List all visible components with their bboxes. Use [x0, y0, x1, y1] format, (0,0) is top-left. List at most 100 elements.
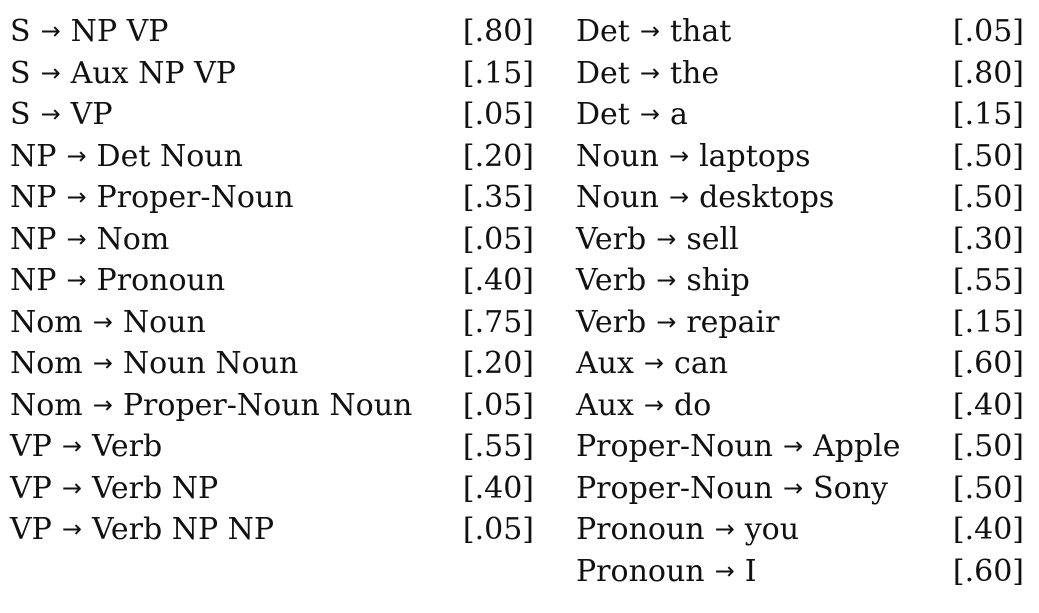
rule-rhs: Noun: [122, 304, 206, 340]
rule-lhs: Det: [576, 55, 630, 91]
rule-probability: [.60]: [952, 553, 1024, 589]
rule-rhs: a: [669, 97, 688, 132]
grammar-rule: Nom → Noun Noun [.20]: [10, 343, 534, 385]
rule-rhs: Sony: [813, 470, 888, 506]
grammar-rule: Det → the [.80]: [576, 53, 1024, 95]
rule-probability: [.80]: [952, 55, 1024, 91]
arrow-icon: →: [40, 58, 61, 87]
rule-rhs: ship: [686, 263, 750, 298]
grammar-rule: NP → Det Noun [.20]: [10, 136, 534, 178]
arrow-icon: →: [714, 556, 735, 585]
rule-lhs: Verb: [576, 221, 647, 257]
rule-lhs: NP: [10, 138, 57, 174]
grammar-rule: NP → Pronoun [.40]: [10, 260, 534, 302]
rule-lhs: VP: [10, 512, 52, 547]
grammar-rule: NP → Nom [.05]: [10, 219, 534, 261]
rule-lhs: VP: [10, 429, 52, 464]
rule-lhs: Aux: [576, 346, 634, 381]
grammar-rule: S → Aux NP VP [.15]: [10, 53, 534, 95]
rule-rhs: sell: [686, 221, 739, 257]
grammar-column-right: Det → that [.05] Det → the [.80] Det → a [.15] No…: [576, 11, 1024, 592]
grammar-rule: Verb → sell [.30]: [576, 219, 1024, 261]
rule-lhs: Aux: [576, 387, 634, 423]
arrow-icon: →: [639, 58, 660, 87]
arrow-icon: →: [66, 266, 87, 294]
grammar-rule: VP → Verb NP [.40]: [10, 468, 534, 510]
rule-rhs: VP: [70, 97, 113, 132]
grammar-rule: NP → Proper-Noun [.35]: [10, 177, 534, 219]
rule-lhs: Pronoun: [576, 553, 705, 589]
rule-probability: [.15]: [952, 304, 1024, 340]
rule-probability: [.55]: [462, 429, 534, 464]
arrow-icon: →: [92, 390, 113, 419]
arrow-icon: →: [714, 515, 735, 543]
arrow-icon: →: [782, 432, 804, 460]
grammar-rule: Aux → can [.60]: [576, 343, 1024, 385]
rule-rhs: Verb: [91, 429, 163, 464]
rule-probability: [.60]: [952, 346, 1024, 381]
arrow-icon: →: [61, 473, 82, 502]
grammar-rule: Det → that [.05]: [576, 11, 1024, 53]
rule-probability: [.05]: [462, 387, 534, 423]
rule-lhs: Nom: [10, 387, 83, 423]
rule-probability: [.40]: [462, 470, 534, 506]
rule-probability: [.40]: [952, 512, 1024, 547]
grammar-rule: Verb → ship [.55]: [576, 260, 1024, 302]
grammar-rule: Nom → Noun [.75]: [10, 302, 534, 344]
rule-probability: [.15]: [952, 97, 1024, 132]
rule-lhs: S: [10, 97, 31, 132]
rule-probability: [.20]: [462, 346, 534, 381]
grammar-rule: Verb → repair [.15]: [576, 302, 1024, 344]
arrow-icon: →: [66, 224, 87, 253]
arrow-icon: →: [92, 349, 113, 377]
grammar-rule: VP → Verb [.55]: [10, 426, 534, 468]
rule-lhs: Det: [576, 97, 630, 132]
arrow-icon: →: [40, 17, 61, 45]
arrow-icon: →: [656, 224, 677, 253]
rule-probability: [.80]: [462, 14, 534, 49]
arrow-icon: →: [668, 141, 690, 170]
rule-lhs: NP: [10, 180, 57, 215]
rule-lhs: VP: [10, 470, 52, 506]
rule-rhs: Nom: [96, 221, 170, 257]
rule-probability: [.30]: [952, 221, 1024, 257]
rule-rhs: that: [669, 14, 732, 49]
rule-lhs: Nom: [10, 346, 83, 381]
rule-probability: [.05]: [462, 221, 534, 257]
arrow-icon: →: [639, 17, 660, 45]
rule-rhs: can: [674, 346, 729, 381]
grammar-rule: Pronoun → you [.40]: [576, 509, 1024, 551]
rule-probability: [.50]: [952, 470, 1024, 506]
grammar-rule: Det → a [.15]: [576, 94, 1024, 136]
rule-rhs: you: [744, 512, 800, 547]
grammar-rule: VP → Verb NP NP [.05]: [10, 509, 534, 551]
rule-probability: [.35]: [462, 180, 534, 215]
grammar-rule: Noun → desktops [.50]: [576, 177, 1024, 219]
grammar-rule: S → NP VP [.80]: [10, 11, 534, 53]
rule-probability: [.15]: [462, 55, 534, 91]
rule-rhs: Apple: [813, 429, 901, 464]
rule-rhs: I: [744, 553, 757, 589]
rule-rhs: Proper-Noun Noun: [122, 387, 413, 423]
arrow-icon: →: [656, 307, 677, 336]
grammar-rule: Noun → laptops [.50]: [576, 136, 1024, 178]
arrow-icon: →: [656, 266, 677, 294]
rule-probability: [.50]: [952, 138, 1024, 174]
rule-rhs: Det Noun: [96, 138, 243, 174]
rule-probability: [.50]: [952, 180, 1024, 215]
rule-lhs: S: [10, 14, 31, 49]
rule-rhs: do: [674, 387, 712, 423]
rule-lhs: Pronoun: [576, 512, 705, 547]
arrow-icon: →: [782, 473, 804, 502]
rule-rhs: Aux NP VP: [70, 55, 236, 91]
rule-lhs: Proper-Noun: [576, 429, 773, 464]
rule-lhs: NP: [10, 263, 57, 298]
arrow-icon: →: [61, 432, 82, 460]
rule-lhs: Det: [576, 14, 630, 49]
arrow-icon: →: [61, 515, 82, 543]
grammar-rule: Proper-Noun → Apple [.50]: [576, 426, 1024, 468]
rule-rhs: NP VP: [70, 14, 169, 49]
rule-probability: [.05]: [462, 512, 534, 547]
rule-rhs: the: [669, 55, 720, 91]
rule-rhs: Pronoun: [96, 263, 226, 298]
